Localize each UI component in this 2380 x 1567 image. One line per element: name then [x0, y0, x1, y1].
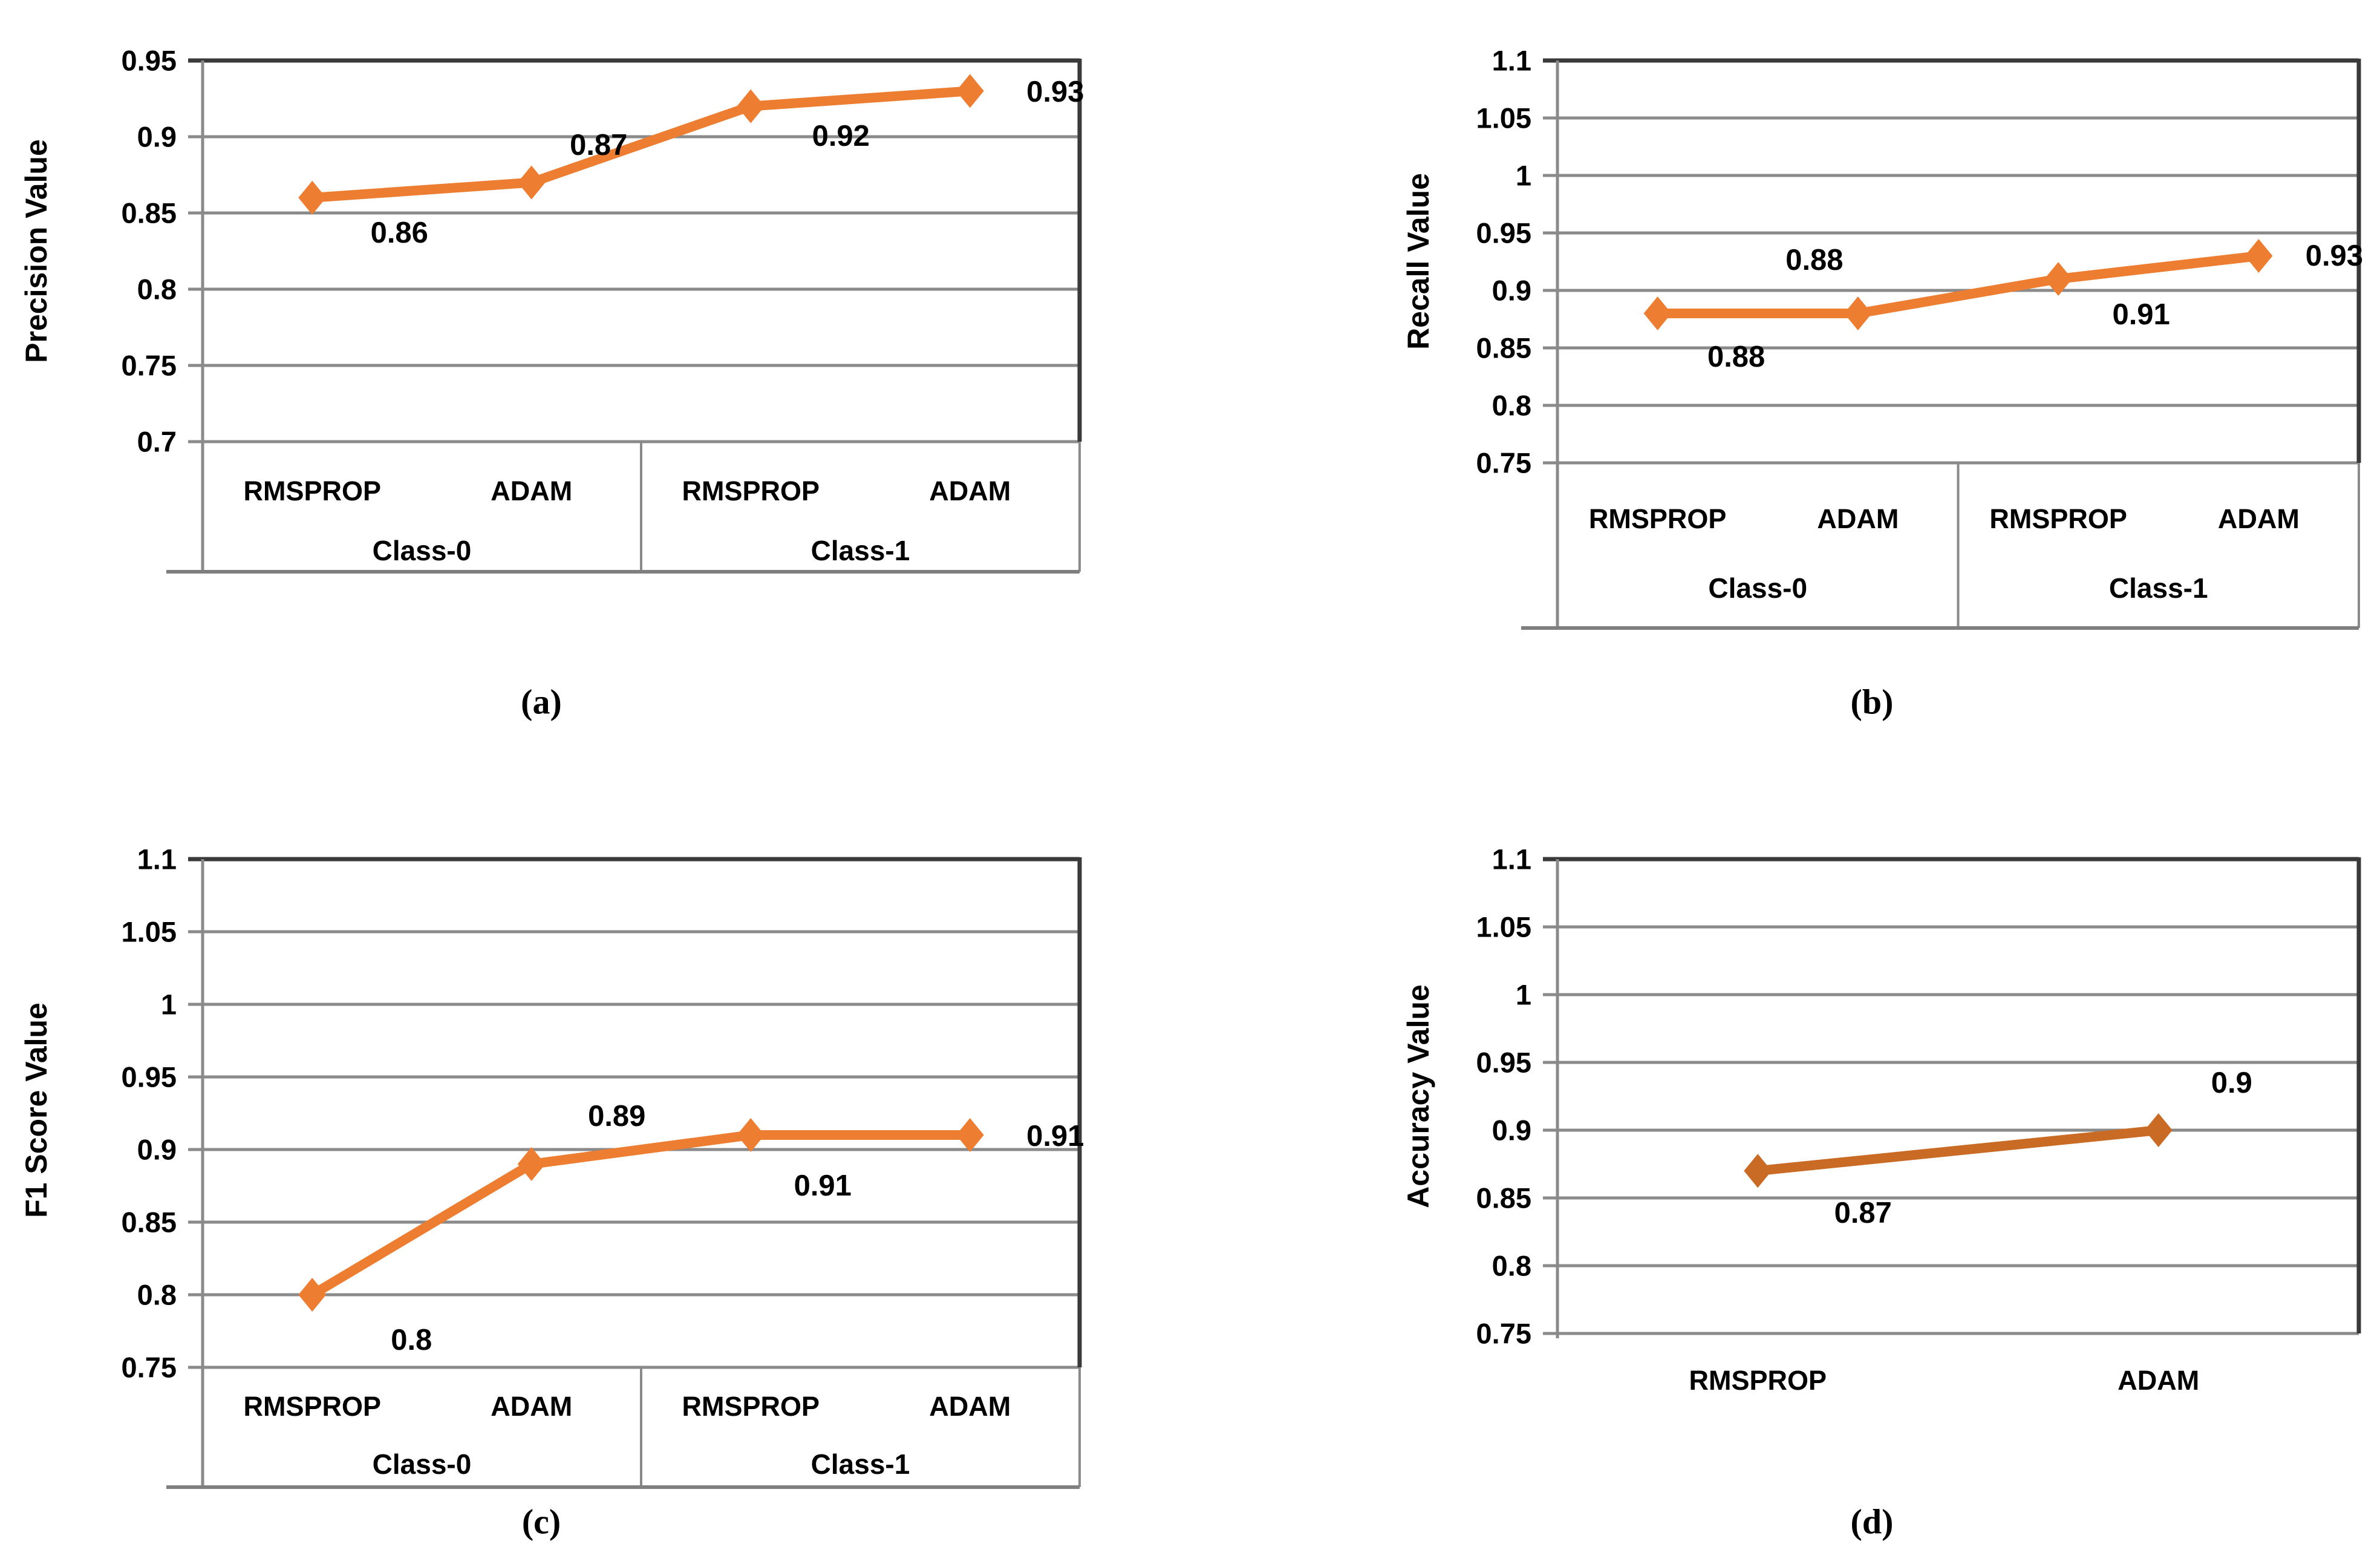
group-label: Class-1 [2108, 572, 2208, 604]
data-point-label: 0.88 [1707, 341, 1765, 373]
y-tick-label: 0.9 [1492, 274, 1531, 307]
y-tick-label: 0.95 [1476, 217, 1531, 249]
marker-diamond [1744, 1154, 1772, 1188]
group-label: Class-1 [810, 535, 910, 566]
group-label: Class-1 [810, 1448, 910, 1480]
y-tick-label: 1.1 [137, 843, 177, 875]
y-axis-title-recall: Recall Value [1401, 173, 1435, 350]
marker-diamond [2245, 239, 2273, 273]
y-tick-label: 0.8 [137, 1278, 177, 1311]
marker-diamond [298, 180, 327, 215]
group-label: Class-0 [372, 1448, 472, 1480]
y-tick-label: 0.9 [137, 1133, 177, 1166]
category-label: RMSPROP [1689, 1365, 1827, 1396]
category-label: RMSPROP [243, 1391, 382, 1422]
data-point-label: 0.91 [2112, 298, 2170, 331]
y-tick-label: 1.05 [1476, 102, 1531, 134]
y-tick-label: 1.1 [1492, 843, 1531, 875]
y-tick-label: 0.8 [137, 273, 177, 306]
data-point-label: 0.89 [588, 1100, 646, 1133]
series-line [310, 1130, 970, 1299]
series-line [311, 86, 971, 203]
marker-diamond [1844, 296, 1872, 330]
marker-diamond [956, 74, 984, 108]
y-tick-label: 0.85 [121, 1206, 177, 1238]
y-tick-label: 1.1 [1492, 44, 1531, 77]
data-point-label: 0.91 [1026, 1120, 1084, 1153]
marker-diamond [737, 1118, 765, 1152]
y-tick-label: 0.95 [1476, 1046, 1531, 1079]
y-tick-label: 0.95 [121, 44, 177, 77]
category-label: ADAM [929, 1391, 1011, 1422]
data-point-label: 0.87 [1834, 1197, 1892, 1230]
panel-caption-a: (a) [521, 682, 562, 722]
marker-diamond [298, 1278, 327, 1312]
y-tick-label: 0.75 [121, 1351, 177, 1384]
data-point-label: 0.93 [2305, 240, 2364, 272]
data-point-label: 0.93 [1026, 76, 1084, 109]
y-tick-label: 1 [1515, 159, 1531, 192]
marker-diamond [2144, 1113, 2173, 1147]
y-tick-label: 0.75 [1476, 1317, 1531, 1350]
y-axis-title-f1score: F1 Score Value [19, 1003, 53, 1218]
y-axis-title-accuracy: Accuracy Value [1401, 984, 1435, 1208]
y-tick-label: 0.85 [121, 197, 177, 229]
y-tick-label: 0.85 [1476, 1182, 1531, 1214]
y-tick-label: 1 [160, 988, 177, 1021]
y-tick-label: 0.8 [1492, 389, 1531, 422]
category-label: RMSPROP [243, 476, 382, 506]
category-label: ADAM [491, 476, 573, 506]
y-tick-label: 0.95 [121, 1061, 177, 1093]
category-label: ADAM [929, 476, 1011, 506]
data-point-label: 0.88 [1785, 244, 1844, 276]
y-tick-label: 1.05 [121, 915, 177, 948]
marker-diamond [1643, 296, 1672, 330]
y-tick-label: 0.8 [1492, 1249, 1531, 1282]
y-tick-label: 1.05 [1476, 911, 1531, 943]
y-tick-label: 0.75 [121, 349, 177, 382]
category-label: RMSPROP [682, 476, 820, 506]
panel-caption-d: (d) [1850, 1502, 1894, 1542]
data-point-label: 0.86 [370, 216, 428, 249]
marker-diamond [517, 1147, 546, 1181]
category-label: ADAM [2217, 503, 2300, 534]
group-label: Class-0 [372, 535, 472, 566]
data-point-label: 0.9 [2211, 1067, 2252, 1099]
category-label: RMSPROP [682, 1391, 820, 1422]
y-tick-label: 0.9 [1492, 1114, 1531, 1147]
y-axis-title-precision: Precision Value [19, 139, 53, 363]
category-label: RMSPROP [1989, 503, 2127, 534]
series-line [1757, 1125, 2159, 1176]
y-tick-label: 0.75 [1476, 447, 1531, 479]
data-point-label: 0.8 [391, 1324, 432, 1356]
category-label: ADAM [491, 1391, 573, 1422]
y-tick-label: 0.85 [1476, 332, 1531, 364]
y-tick-label: 0.9 [137, 120, 177, 153]
category-label: RMSPROP [1588, 503, 1727, 534]
panel-caption-c: (c) [521, 1502, 561, 1542]
data-point-label: 0.87 [570, 128, 628, 162]
marker-diamond [737, 89, 765, 123]
y-tick-label: 0.7 [137, 425, 177, 458]
category-label: ADAM [2118, 1365, 2200, 1396]
data-point-label: 0.92 [812, 119, 870, 152]
data-point-label: 0.91 [794, 1170, 852, 1202]
series-line [1657, 251, 2260, 318]
panel-caption-b: (b) [1850, 682, 1894, 722]
marker-diamond [517, 165, 546, 200]
marker-diamond [2044, 262, 2073, 296]
category-label: ADAM [1817, 503, 1899, 534]
y-tick-label: 1 [1515, 978, 1531, 1011]
marker-diamond [956, 1118, 984, 1152]
group-label: Class-0 [1708, 572, 1808, 604]
